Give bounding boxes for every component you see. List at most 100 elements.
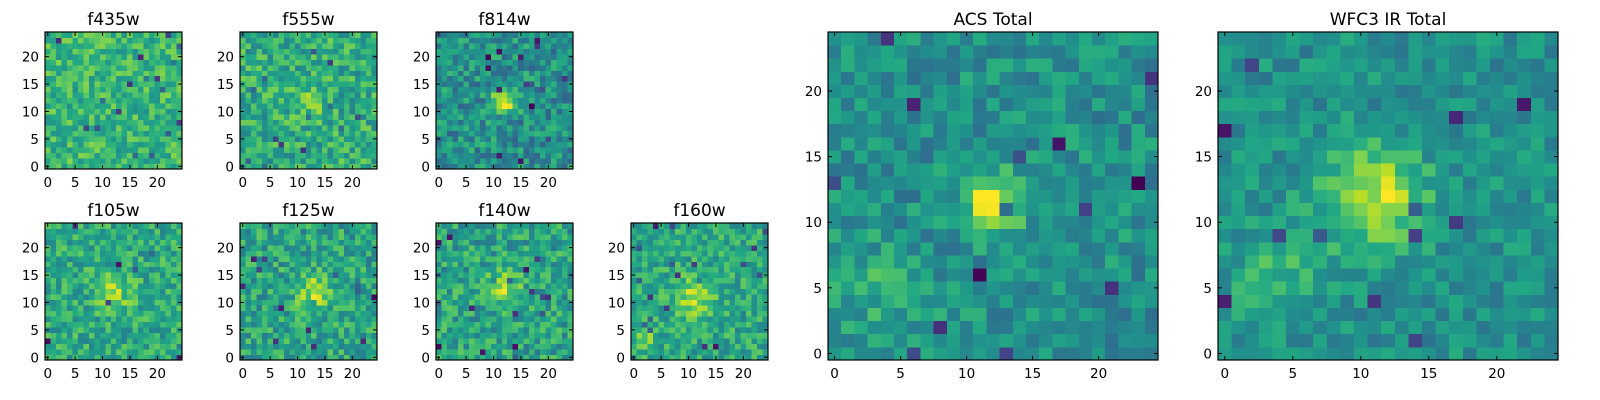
heatmap-cell bbox=[272, 75, 279, 82]
heatmap-cell bbox=[729, 244, 736, 251]
heatmap-cell bbox=[349, 141, 356, 148]
y-tick-label: 5 bbox=[30, 132, 39, 148]
heatmap-cell bbox=[272, 158, 279, 164]
heatmap-cell bbox=[534, 125, 541, 132]
heatmap-cell bbox=[463, 244, 470, 251]
heatmap-cell bbox=[116, 152, 123, 159]
heatmap-cell bbox=[507, 261, 514, 268]
heatmap-cell bbox=[132, 321, 139, 328]
heatmap-cell bbox=[507, 288, 514, 295]
heatmap-cell bbox=[724, 316, 731, 323]
heatmap-cell bbox=[55, 294, 62, 301]
heatmap-cell bbox=[165, 75, 172, 82]
heatmap-cell bbox=[512, 338, 519, 344]
heatmap-cell bbox=[1052, 176, 1066, 190]
heatmap-cell bbox=[474, 141, 481, 148]
heatmap-cell bbox=[1118, 189, 1132, 203]
heatmap-cell bbox=[127, 310, 134, 317]
heatmap-cell bbox=[567, 37, 574, 44]
heatmap-cell bbox=[713, 299, 720, 306]
heatmap-cell bbox=[724, 283, 731, 290]
heatmap-cell bbox=[311, 294, 318, 301]
heatmap-cell bbox=[116, 305, 123, 312]
heatmap-cell bbox=[278, 338, 285, 344]
heatmap-cell bbox=[556, 136, 563, 142]
heatmap-cell bbox=[355, 299, 361, 306]
heatmap-cell bbox=[154, 250, 161, 257]
heatmap-cell bbox=[344, 272, 350, 279]
heatmap-cell bbox=[66, 114, 73, 121]
heatmap-cell bbox=[240, 338, 246, 344]
heatmap-cell bbox=[366, 239, 372, 246]
heatmap-cell bbox=[272, 81, 279, 88]
heatmap-cell bbox=[99, 86, 106, 93]
heatmap-cell bbox=[729, 349, 736, 355]
heatmap-cell bbox=[436, 119, 442, 126]
heatmap-cell bbox=[294, 97, 301, 104]
heatmap-cell bbox=[496, 53, 503, 60]
heatmap-cell bbox=[360, 283, 367, 290]
heatmap-cell bbox=[72, 228, 79, 235]
heatmap-cell bbox=[490, 92, 497, 99]
heatmap-cell bbox=[149, 81, 155, 88]
heatmap-cell bbox=[45, 277, 51, 284]
heatmap-cell bbox=[338, 343, 345, 350]
heatmap-cell bbox=[663, 261, 670, 268]
heatmap-cell bbox=[907, 294, 921, 308]
heatmap-cell bbox=[105, 294, 112, 301]
heatmap-cell bbox=[452, 294, 459, 301]
heatmap-cell bbox=[485, 32, 492, 38]
panel-title: ACS Total bbox=[953, 10, 1032, 30]
heatmap-cell bbox=[94, 349, 101, 355]
x-tick-label: 5 bbox=[462, 366, 471, 382]
heatmap-cell bbox=[562, 233, 568, 240]
heatmap-cell bbox=[143, 42, 150, 49]
heatmap-cell bbox=[322, 316, 329, 323]
heatmap-cell bbox=[176, 283, 183, 290]
heatmap-cell bbox=[245, 354, 252, 361]
heatmap-cell bbox=[496, 233, 503, 240]
heatmap-cell bbox=[143, 130, 150, 137]
heatmap-cell bbox=[327, 266, 334, 273]
heatmap-cell bbox=[311, 59, 318, 66]
heatmap-cell bbox=[751, 239, 758, 246]
heatmap-cell bbox=[294, 92, 301, 99]
heatmap-cell bbox=[474, 81, 481, 88]
heatmap-cell bbox=[474, 147, 481, 153]
heatmap-cell bbox=[355, 103, 361, 110]
heatmap-cell bbox=[261, 103, 268, 110]
heatmap-cell bbox=[496, 327, 503, 333]
heatmap-cell bbox=[88, 277, 95, 284]
heatmap-cell bbox=[272, 48, 279, 55]
heatmap-cell bbox=[463, 321, 470, 328]
heatmap-cell bbox=[479, 42, 486, 49]
heatmap-cell bbox=[121, 75, 128, 82]
heatmap-cell bbox=[344, 354, 350, 361]
heatmap-cell bbox=[658, 305, 665, 312]
heatmap-cell bbox=[724, 349, 731, 355]
heatmap-cell bbox=[529, 141, 536, 148]
axes-frame bbox=[239, 222, 378, 361]
heatmap-cell bbox=[551, 244, 557, 251]
heatmap-cell bbox=[746, 321, 752, 328]
heatmap-cell bbox=[88, 228, 95, 235]
heatmap-cell bbox=[457, 250, 464, 257]
heatmap-cell bbox=[636, 327, 643, 333]
heatmap-cell bbox=[149, 136, 155, 142]
heatmap-cell bbox=[294, 338, 301, 344]
heatmap-cell bbox=[116, 119, 123, 126]
heatmap-cell bbox=[294, 294, 301, 301]
heatmap-cell bbox=[149, 92, 155, 99]
heatmap-cell bbox=[757, 349, 763, 355]
heatmap-cell bbox=[300, 228, 307, 235]
heatmap-cell bbox=[1078, 228, 1093, 243]
heatmap-cell bbox=[512, 103, 519, 110]
heatmap-cell bbox=[240, 59, 246, 66]
heatmap-cell bbox=[680, 327, 687, 333]
heatmap-cell bbox=[305, 163, 312, 170]
heatmap-cell bbox=[66, 103, 73, 110]
heatmap-cell bbox=[99, 244, 106, 251]
heatmap-cell bbox=[713, 310, 720, 317]
heatmap-cell bbox=[66, 108, 73, 115]
heatmap-cell bbox=[240, 316, 246, 323]
